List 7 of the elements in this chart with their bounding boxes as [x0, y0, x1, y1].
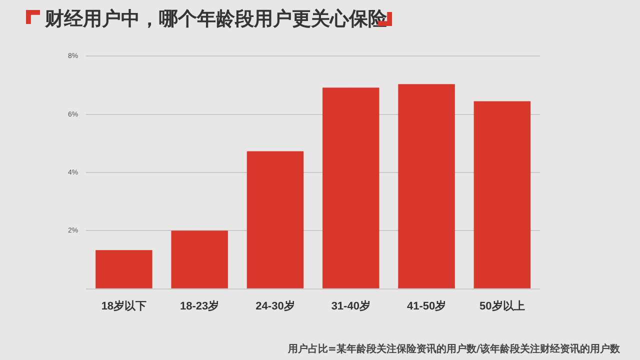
- text: 用户占比=某年龄段关注保险资讯的用户数/该年龄段关注财经资讯的用户数: [288, 342, 620, 356]
- x-tick-label: 24-30岁: [256, 299, 295, 312]
- x-tick-label: 31-40岁: [331, 299, 370, 312]
- x-tick-label: 50岁以上: [480, 299, 525, 312]
- x-tick-label: 18-23岁: [180, 299, 220, 312]
- x-tick-label: 18岁以下: [101, 299, 147, 312]
- x-tick-label: 41-50岁: [406, 299, 446, 312]
